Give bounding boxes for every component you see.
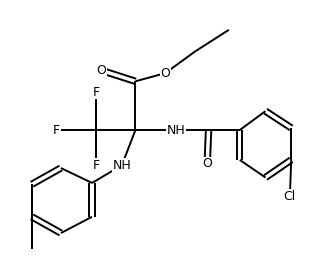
Text: F: F (93, 86, 100, 99)
Text: F: F (93, 159, 100, 172)
Text: NH: NH (167, 124, 186, 137)
Text: NH: NH (112, 159, 131, 172)
Text: Cl: Cl (284, 190, 296, 203)
Text: F: F (53, 124, 60, 137)
Text: O: O (202, 157, 212, 170)
Text: O: O (160, 67, 170, 80)
Text: O: O (97, 64, 107, 77)
